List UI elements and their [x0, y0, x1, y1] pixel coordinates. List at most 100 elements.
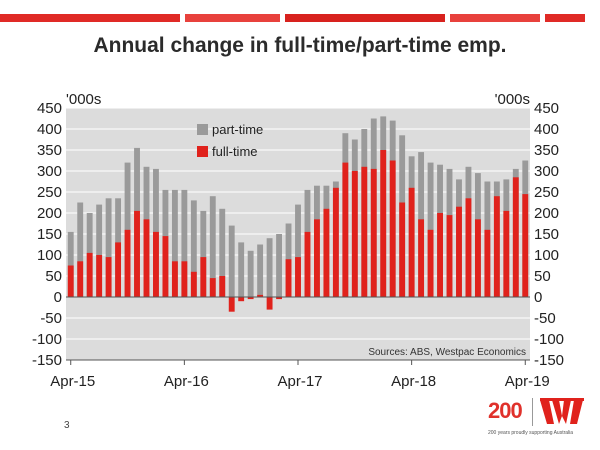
legend-label-part-time: part-time — [212, 122, 263, 137]
left-tick-label: -100 — [32, 331, 62, 348]
bar-full-time — [115, 242, 122, 297]
bar-full-time — [257, 294, 264, 297]
bar-full-time — [456, 206, 462, 297]
bar-full-time — [228, 297, 235, 312]
left-tick-label: 0 — [54, 289, 62, 306]
bar-full-time — [380, 150, 387, 297]
right-tick-label: -100 — [534, 331, 564, 348]
right-tick-label: 200 — [534, 205, 559, 222]
bar-part-time — [77, 202, 84, 297]
bar-full-time — [361, 166, 368, 297]
bar-full-time — [427, 229, 434, 297]
bar-full-time — [304, 231, 311, 297]
bar-full-time — [134, 210, 140, 297]
right-tick-label: 50 — [534, 268, 551, 285]
bar-part-time — [266, 238, 273, 297]
top-decorative-stripe — [0, 0, 600, 22]
x-tick-label: Apr-15 — [50, 373, 95, 390]
bar-part-time — [257, 244, 264, 297]
bar-full-time — [238, 297, 245, 302]
bar-full-time — [285, 259, 292, 297]
bar-full-time — [200, 257, 207, 297]
bar-full-time — [522, 194, 529, 297]
right-tick-label: 450 — [534, 100, 559, 117]
legend-label-full-time: full-time — [212, 144, 258, 159]
brand-divider — [532, 398, 533, 426]
chart-title: Annual change in full-time/part-time emp… — [93, 34, 507, 57]
left-tick-label: 300 — [37, 163, 62, 180]
bar-part-time — [238, 242, 245, 297]
bar-full-time — [474, 219, 481, 297]
bar-full-time — [484, 229, 491, 297]
bar-full-time — [465, 198, 472, 297]
bar-full-time — [295, 257, 301, 297]
bar-full-time — [276, 297, 282, 300]
left-tick-label: -150 — [32, 352, 62, 369]
right-tick-label: 300 — [534, 163, 559, 180]
right-tick-label: 150 — [534, 226, 559, 243]
bar-full-time — [503, 210, 510, 297]
bars — [67, 116, 529, 312]
x-tick-label: Apr-17 — [277, 373, 322, 390]
bar-part-time — [190, 200, 197, 297]
bar-part-time — [67, 231, 74, 297]
bar-part-time — [181, 189, 188, 297]
bar-full-time — [512, 177, 519, 297]
bar-full-time — [446, 215, 453, 297]
left-tick-label: 400 — [37, 121, 62, 138]
bar-full-time — [181, 261, 188, 297]
bar-full-time — [332, 187, 339, 297]
bar-part-time — [171, 189, 178, 297]
bar-full-time — [314, 219, 320, 297]
right-tick-label: 100 — [534, 247, 559, 264]
bar-full-time — [247, 297, 254, 300]
westpac-w-logo-icon — [540, 398, 584, 424]
bar-part-time — [96, 204, 103, 297]
bar-full-time — [105, 257, 112, 297]
bar-full-time — [190, 271, 197, 297]
right-tick-label: 250 — [534, 184, 559, 201]
bar-full-time — [77, 261, 84, 297]
brand-logo: 200 200 years proudly supporting Austral… — [480, 396, 590, 440]
bar-part-time — [219, 208, 226, 297]
left-tick-label: 50 — [45, 268, 62, 285]
bar-part-time — [247, 250, 254, 297]
bar-full-time — [493, 196, 500, 297]
bar-part-time — [200, 210, 207, 297]
right-tick-label: -150 — [534, 352, 564, 369]
bar-part-time — [276, 234, 282, 297]
bar-full-time — [418, 219, 425, 297]
legend: part-time full-time — [197, 122, 263, 159]
bar-full-time — [399, 202, 406, 297]
legend-swatch-full-time — [197, 146, 208, 157]
legend-swatch-part-time — [197, 124, 208, 135]
brand-200-text: 200 — [488, 398, 523, 423]
right-tick-label: 350 — [534, 142, 559, 159]
bar-full-time — [389, 160, 396, 297]
bar-full-time — [67, 265, 74, 297]
bar-full-time — [437, 213, 443, 297]
left-tick-label: 150 — [37, 226, 62, 243]
bar-full-time — [171, 261, 178, 297]
right-axis-unit: '000s — [495, 91, 530, 108]
left-tick-label: 450 — [37, 100, 62, 117]
bar-part-time — [228, 225, 235, 297]
bar-full-time — [342, 162, 349, 297]
left-tick-label: 100 — [37, 247, 62, 264]
x-tick-label: Apr-16 — [164, 373, 209, 390]
axes: -150 -150 -100 -100 -50 -50 0 0 50 50 100 100 150 150… — [32, 100, 564, 390]
x-tick-label: Apr-18 — [391, 373, 436, 390]
right-tick-label: 0 — [534, 289, 542, 306]
bar-full-time — [209, 278, 216, 297]
brand-tagline: 200 years proudly supporting Australia — [488, 430, 574, 436]
left-tick-label: 250 — [37, 184, 62, 201]
left-axis-unit: '000s — [66, 91, 101, 108]
bar-full-time — [153, 231, 159, 297]
bar-full-time — [96, 255, 103, 297]
bar-full-time — [86, 252, 93, 297]
bar-full-time — [219, 276, 226, 297]
left-tick-label: 200 — [37, 205, 62, 222]
right-tick-label: -50 — [534, 310, 556, 327]
bar-full-time — [162, 236, 169, 297]
